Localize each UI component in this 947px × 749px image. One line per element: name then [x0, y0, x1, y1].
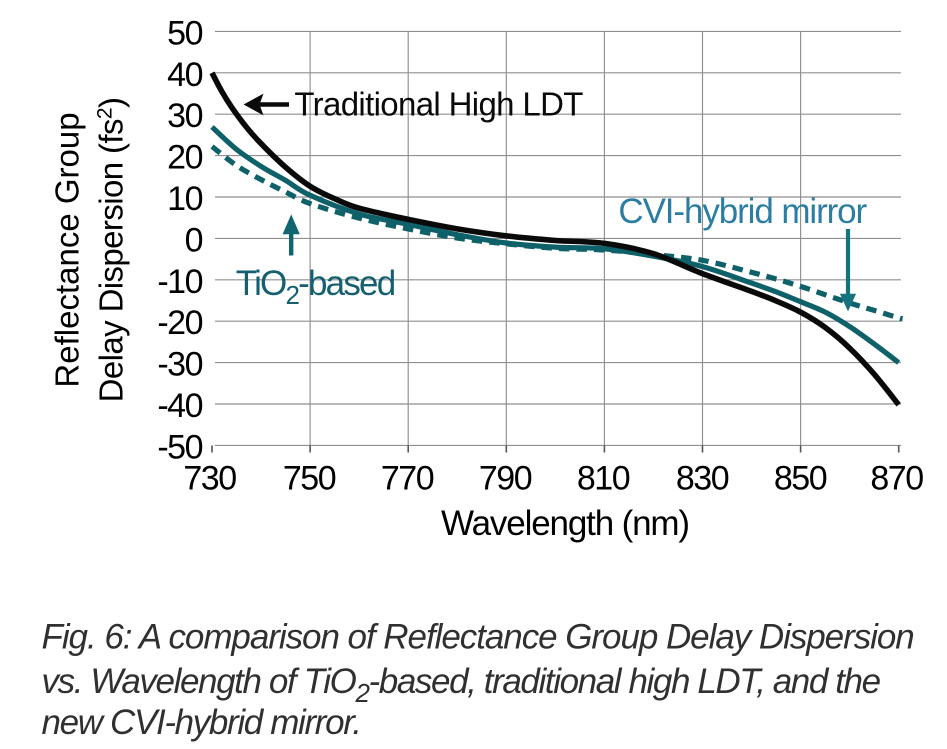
svg-text:830: 830 — [676, 460, 729, 498]
svg-text:-30: -30 — [157, 346, 202, 384]
svg-text:730: 730 — [183, 460, 236, 498]
svg-text:0: 0 — [185, 221, 203, 259]
svg-text:870: 870 — [870, 460, 923, 498]
svg-text:750: 750 — [283, 460, 336, 498]
svg-text:-50: -50 — [157, 428, 202, 466]
svg-text:40: 40 — [167, 56, 202, 94]
svg-text:Reflectance Group: Reflectance Group — [49, 112, 86, 387]
svg-text:CVI-hybrid mirror: CVI-hybrid mirror — [618, 192, 867, 231]
svg-text:-40: -40 — [157, 387, 202, 425]
svg-text:30: 30 — [167, 97, 202, 135]
svg-text:-20: -20 — [157, 304, 202, 342]
svg-text:new CVI-hybrid mirror.: new CVI-hybrid mirror. — [42, 703, 361, 742]
svg-text:50: 50 — [167, 14, 202, 52]
svg-text:Wavelength (nm): Wavelength (nm) — [441, 504, 689, 543]
svg-text:-10: -10 — [157, 263, 202, 301]
svg-text:Fig. 6: A comparison of Reflec: Fig. 6: A comparison of Reflectance Grou… — [42, 618, 914, 657]
svg-text:770: 770 — [381, 460, 434, 498]
svg-text:850: 850 — [774, 460, 827, 498]
svg-text:vs. Wavelength of TiO2-based,: vs. Wavelength of TiO2-based, traditiona… — [42, 662, 881, 708]
svg-text:20: 20 — [167, 139, 202, 177]
svg-text:Delay Dispersion (fs2): Delay Dispersion (fs2) — [93, 98, 130, 403]
svg-text:10: 10 — [167, 180, 202, 218]
svg-text:Traditional High LDT: Traditional High LDT — [294, 85, 583, 122]
svg-text:810: 810 — [577, 460, 630, 498]
svg-text:TiO2-based: TiO2-based — [236, 264, 395, 310]
svg-text:790: 790 — [479, 460, 532, 498]
